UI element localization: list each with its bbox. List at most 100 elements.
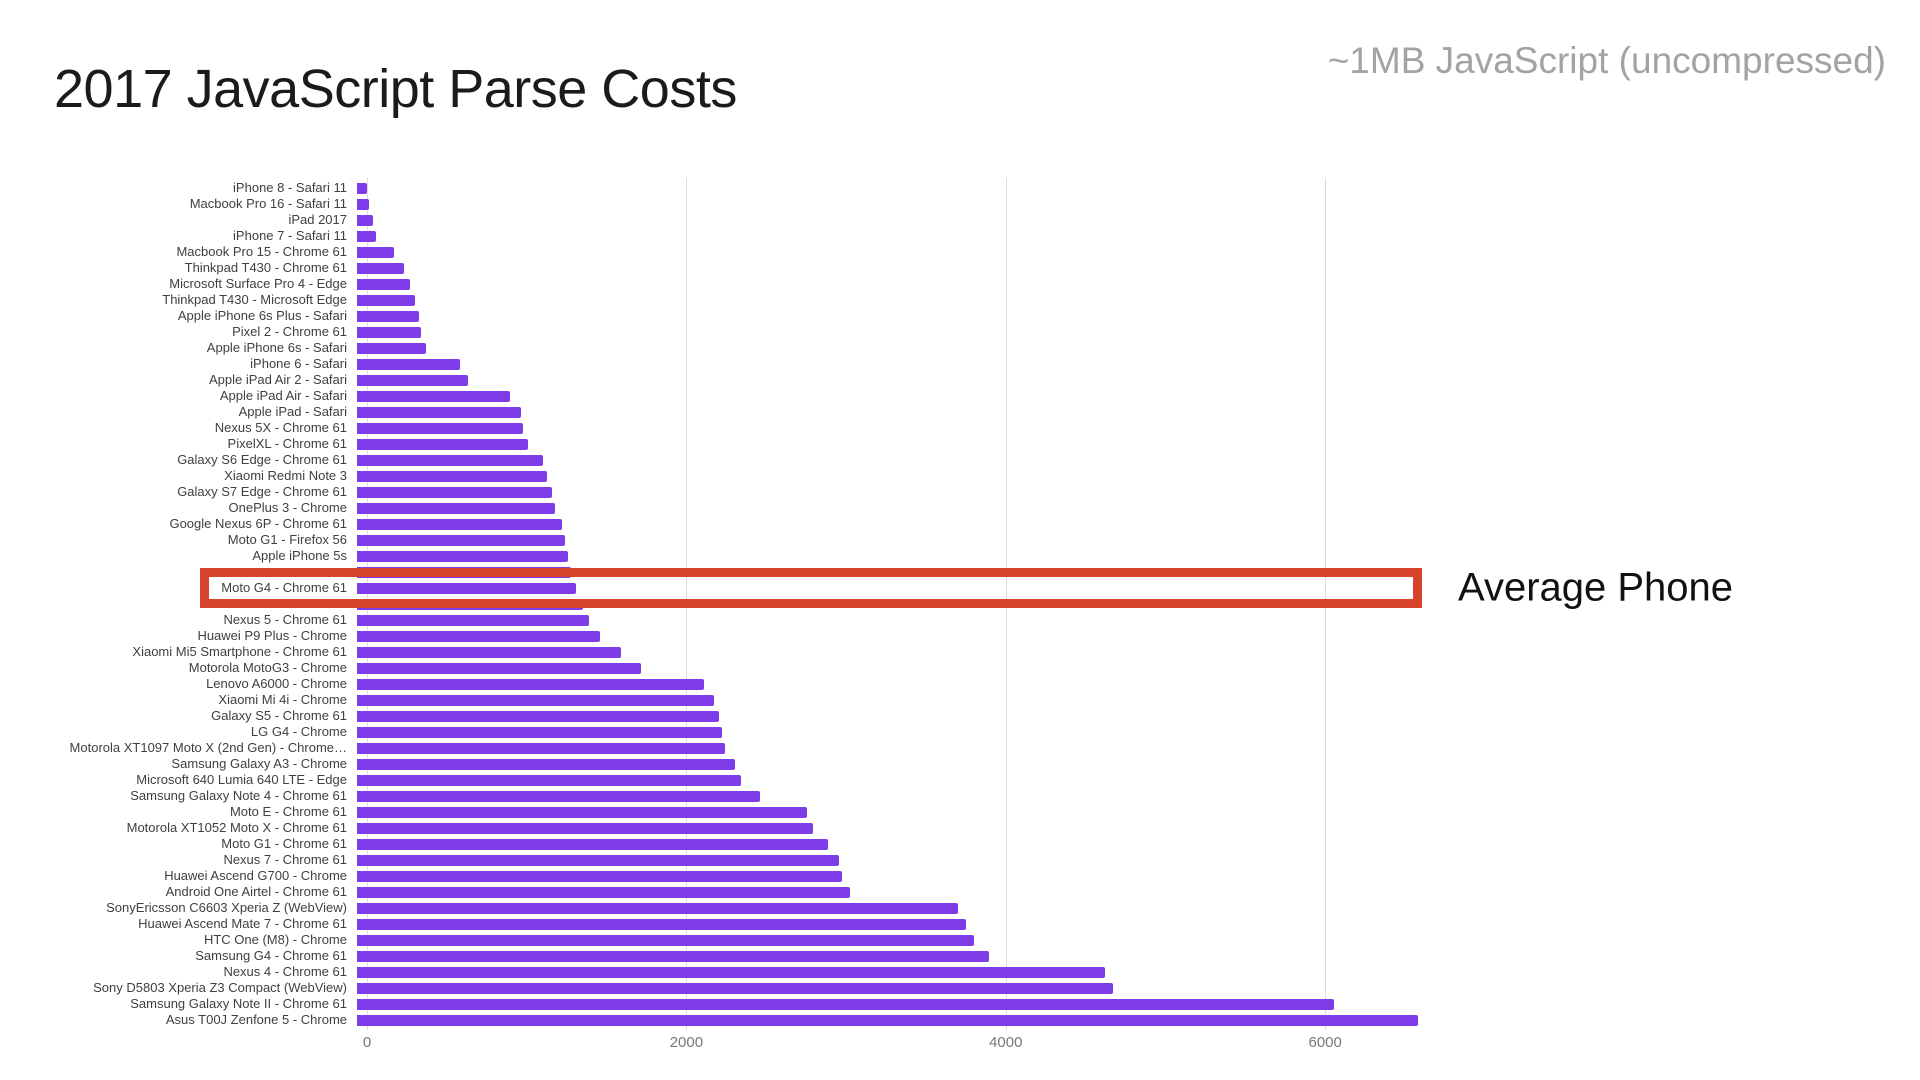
bar <box>357 790 761 802</box>
chart-title: 2017 JavaScript Parse Costs <box>54 59 737 119</box>
bar-area <box>357 260 1421 276</box>
bar <box>357 918 967 930</box>
chart-row: OnePlus 3 - Chrome <box>43 500 1421 516</box>
bar-area <box>357 356 1421 372</box>
chart-row: Huawei Ascend G700 - Chrome <box>43 868 1421 884</box>
x-tick-label: 0 <box>362 1034 372 1051</box>
category-label: Moto G1 - Firefox 56 <box>227 532 347 547</box>
chart-row: Asus T00J Zenfone 5 - Chrome <box>43 1012 1421 1028</box>
category-label: Samsung Galaxy Note II - Chrome 61 <box>130 996 347 1011</box>
chart-row: Android One Airtel - Chrome 61 <box>43 884 1421 900</box>
chart-row: iPhone 6 - Safari <box>43 356 1421 372</box>
bar-area <box>357 996 1421 1012</box>
bar <box>357 662 641 674</box>
chart-row: iPhone 8 - Safari 11 <box>43 180 1421 196</box>
bar-area <box>357 628 1421 644</box>
category-label: iPhone 6 - Safari <box>250 356 347 371</box>
bar <box>357 694 715 706</box>
category-label: Apple iPhone 5s <box>252 548 347 563</box>
chart-row: Apple iPhone 6s - Safari <box>43 340 1421 356</box>
category-label: Macbook Pro 15 - Chrome 61 <box>176 244 347 259</box>
category-label: Apple iPad Air - Safari <box>219 388 347 403</box>
category-label: PixelXL - Chrome 61 <box>227 436 347 451</box>
chart-row: Nexus 5X - Chrome 61 <box>43 420 1421 436</box>
category-label: Motorola XT1097 Moto X (2nd Gen) - Chrom… <box>69 740 347 755</box>
category-label: Motorola MotoG3 - Chrome <box>188 660 347 675</box>
bar <box>357 422 524 434</box>
bar-area <box>357 964 1421 980</box>
category-label: Huawei Ascend Mate 7 - Chrome 61 <box>138 916 347 931</box>
bar-area <box>357 724 1421 740</box>
chart-row: Motorola XT1097 Moto X (2nd Gen) - Chrom… <box>43 740 1421 756</box>
chart-row: Huawei P9 Plus - Chrome <box>43 628 1421 644</box>
bar <box>357 470 548 482</box>
chart-row: Samsung Galaxy Note 4 - Chrome 61 <box>43 788 1421 804</box>
category-label: Nexus 7 - Chrome 61 <box>223 852 347 867</box>
category-label: Android One Airtel - Chrome 61 <box>165 884 347 899</box>
bar <box>357 934 975 946</box>
bar <box>357 438 528 450</box>
bar-area <box>357 228 1421 244</box>
category-label: iPhone 8 - Safari 11 <box>233 180 347 195</box>
bar-area <box>357 692 1421 708</box>
bar <box>357 774 741 786</box>
bar <box>357 214 374 226</box>
bar-area <box>357 420 1421 436</box>
category-label: Samsung G4 - Chrome 61 <box>195 948 347 963</box>
chart-row: Pixel 2 - Chrome 61 <box>43 324 1421 340</box>
chart-row: LG G4 - Chrome <box>43 724 1421 740</box>
chart-row: PixelXL - Chrome 61 <box>43 436 1421 452</box>
chart-row: Galaxy S7 Edge - Chrome 61 <box>43 484 1421 500</box>
bar <box>357 262 404 274</box>
bar-area <box>357 868 1421 884</box>
bar-area <box>357 500 1421 516</box>
chart-row: Galaxy S6 Edge - Chrome 61 <box>43 452 1421 468</box>
bar <box>357 582 577 594</box>
bar <box>357 534 565 546</box>
bar <box>357 854 840 866</box>
category-label: Thinkpad T430 - Microsoft Edge <box>162 292 347 307</box>
bar-area <box>357 1012 1421 1028</box>
chart-row: Macbook Pro 15 - Chrome 61 <box>43 244 1421 260</box>
chart-row: Apple iPhone 5s <box>43 548 1421 564</box>
bar <box>357 390 511 402</box>
chart-row: Moto G1 - Chrome 61 <box>43 836 1421 852</box>
chart-row: Google Nexus 6P - Chrome 61 <box>43 516 1421 532</box>
bar-area <box>357 212 1421 228</box>
bar-area <box>357 948 1421 964</box>
chart-row: iPad 2017 <box>43 212 1421 228</box>
category-label: Xiaomi Mi 4i - Chrome <box>218 692 347 707</box>
bar-area <box>357 372 1421 388</box>
category-label: Lenovo A6000 - Chrome <box>206 676 347 691</box>
category-label: Galaxy S5 - Chrome 61 <box>211 708 347 723</box>
category-label: Samsung Galaxy Note 4 - Chrome 61 <box>130 788 347 803</box>
chart-row: Apple iPad Air - Safari <box>43 388 1421 404</box>
x-tick-label: 2000 <box>669 1034 704 1051</box>
category-label: Nexus 5 - Chrome 61 <box>223 612 347 627</box>
category-label: Moto G1 - Chrome 61 <box>221 836 347 851</box>
category-label: Microsoft Surface Pro 4 - Edge <box>169 276 347 291</box>
category-label: Sony D5803 Xperia Z3 Compact (WebView) <box>93 980 347 995</box>
bar-area <box>357 756 1421 772</box>
chart-row: Nexus 4 - Chrome 61 <box>43 964 1421 980</box>
bar-area <box>357 276 1421 292</box>
bar <box>357 502 556 514</box>
bar <box>357 886 851 898</box>
bar <box>357 614 590 626</box>
bar-area <box>357 516 1421 532</box>
chart-row: Xiaomi Mi 4i - Chrome <box>43 692 1421 708</box>
category-label: Asus T00J Zenfone 5 - Chrome <box>165 1012 347 1027</box>
category-label: iPhone 7 - Safari 11 <box>233 228 347 243</box>
chart-row: Moto E - Chrome 61 <box>43 804 1421 820</box>
bar-area <box>357 980 1421 996</box>
bar <box>357 710 719 722</box>
bar <box>357 550 569 562</box>
bar <box>357 310 420 322</box>
category-label: Xiaomi Redmi Note 3 <box>224 468 347 483</box>
bar-area <box>357 612 1421 628</box>
category-label: Galaxy S6 Edge - Chrome 61 <box>177 452 347 467</box>
bar <box>357 870 843 882</box>
chart-row: Lenovo A6000 - Chrome <box>43 676 1421 692</box>
bar-area <box>357 836 1421 852</box>
